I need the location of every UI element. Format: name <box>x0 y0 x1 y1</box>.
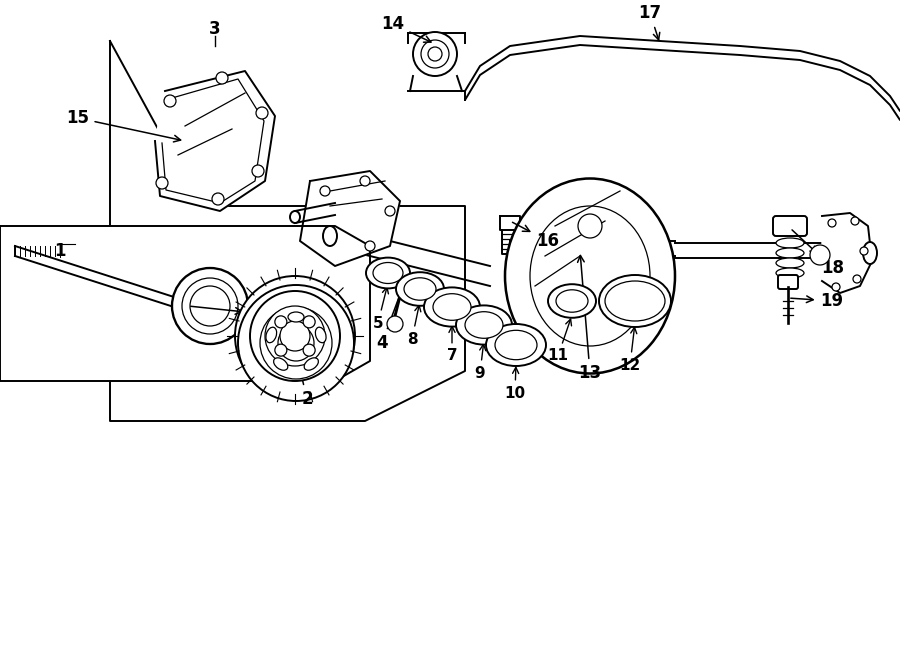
Circle shape <box>360 176 370 186</box>
Circle shape <box>387 316 403 332</box>
Circle shape <box>385 206 395 216</box>
Circle shape <box>274 344 287 356</box>
Circle shape <box>853 275 861 283</box>
Text: 10: 10 <box>504 368 526 401</box>
Circle shape <box>810 245 830 265</box>
Circle shape <box>250 291 340 381</box>
Ellipse shape <box>505 178 675 373</box>
Circle shape <box>303 344 315 356</box>
Circle shape <box>413 32 457 76</box>
Text: 18: 18 <box>792 230 844 277</box>
Text: 6: 6 <box>191 304 261 322</box>
Ellipse shape <box>373 262 403 284</box>
Ellipse shape <box>605 281 665 321</box>
Text: 15: 15 <box>67 109 181 142</box>
Circle shape <box>156 177 168 189</box>
Text: 16: 16 <box>512 222 560 250</box>
Ellipse shape <box>465 312 503 338</box>
Ellipse shape <box>266 327 276 343</box>
Text: 4: 4 <box>376 285 404 352</box>
Polygon shape <box>0 226 370 381</box>
Circle shape <box>365 241 375 251</box>
Ellipse shape <box>776 258 804 268</box>
Ellipse shape <box>495 330 537 360</box>
Circle shape <box>172 268 248 344</box>
Circle shape <box>238 285 354 401</box>
Circle shape <box>578 214 602 238</box>
Text: 14: 14 <box>382 15 431 42</box>
Text: 8: 8 <box>407 305 421 346</box>
Circle shape <box>860 247 868 255</box>
Circle shape <box>303 316 315 328</box>
Ellipse shape <box>274 358 288 370</box>
Ellipse shape <box>863 242 877 264</box>
Ellipse shape <box>288 312 304 322</box>
Polygon shape <box>155 71 275 211</box>
Circle shape <box>216 72 228 84</box>
Text: 7: 7 <box>446 327 457 364</box>
FancyBboxPatch shape <box>778 275 798 289</box>
Ellipse shape <box>290 211 300 223</box>
Polygon shape <box>822 213 872 293</box>
Circle shape <box>832 283 840 291</box>
Circle shape <box>286 313 298 325</box>
Text: 12: 12 <box>619 327 641 373</box>
Ellipse shape <box>776 238 804 248</box>
Text: 2: 2 <box>284 311 313 408</box>
Circle shape <box>278 325 314 361</box>
Text: 13: 13 <box>578 255 601 382</box>
Ellipse shape <box>424 288 480 327</box>
Text: 19: 19 <box>791 292 843 310</box>
Circle shape <box>274 316 287 328</box>
Text: 1: 1 <box>54 242 66 260</box>
Ellipse shape <box>366 258 410 288</box>
Text: 17: 17 <box>638 4 662 40</box>
Text: 9: 9 <box>474 344 486 381</box>
Circle shape <box>252 165 264 177</box>
Ellipse shape <box>556 290 588 312</box>
Circle shape <box>280 321 310 351</box>
Ellipse shape <box>396 272 444 306</box>
Ellipse shape <box>548 284 596 318</box>
Ellipse shape <box>315 327 326 343</box>
Ellipse shape <box>433 293 471 321</box>
Ellipse shape <box>776 268 804 278</box>
Text: 11: 11 <box>547 319 572 364</box>
Circle shape <box>235 276 355 396</box>
Text: 3: 3 <box>209 20 220 38</box>
Ellipse shape <box>486 324 546 366</box>
Circle shape <box>260 307 332 379</box>
Ellipse shape <box>599 275 671 327</box>
Circle shape <box>212 193 224 205</box>
Circle shape <box>265 306 325 366</box>
Ellipse shape <box>456 305 512 344</box>
Text: 5: 5 <box>373 287 389 330</box>
Circle shape <box>256 107 268 119</box>
Circle shape <box>828 219 836 227</box>
Circle shape <box>851 217 859 225</box>
FancyBboxPatch shape <box>773 216 807 236</box>
Circle shape <box>164 95 176 107</box>
Ellipse shape <box>776 248 804 258</box>
Ellipse shape <box>323 226 337 246</box>
Ellipse shape <box>304 358 319 370</box>
Circle shape <box>320 186 330 196</box>
Polygon shape <box>300 171 400 266</box>
Ellipse shape <box>404 278 436 300</box>
